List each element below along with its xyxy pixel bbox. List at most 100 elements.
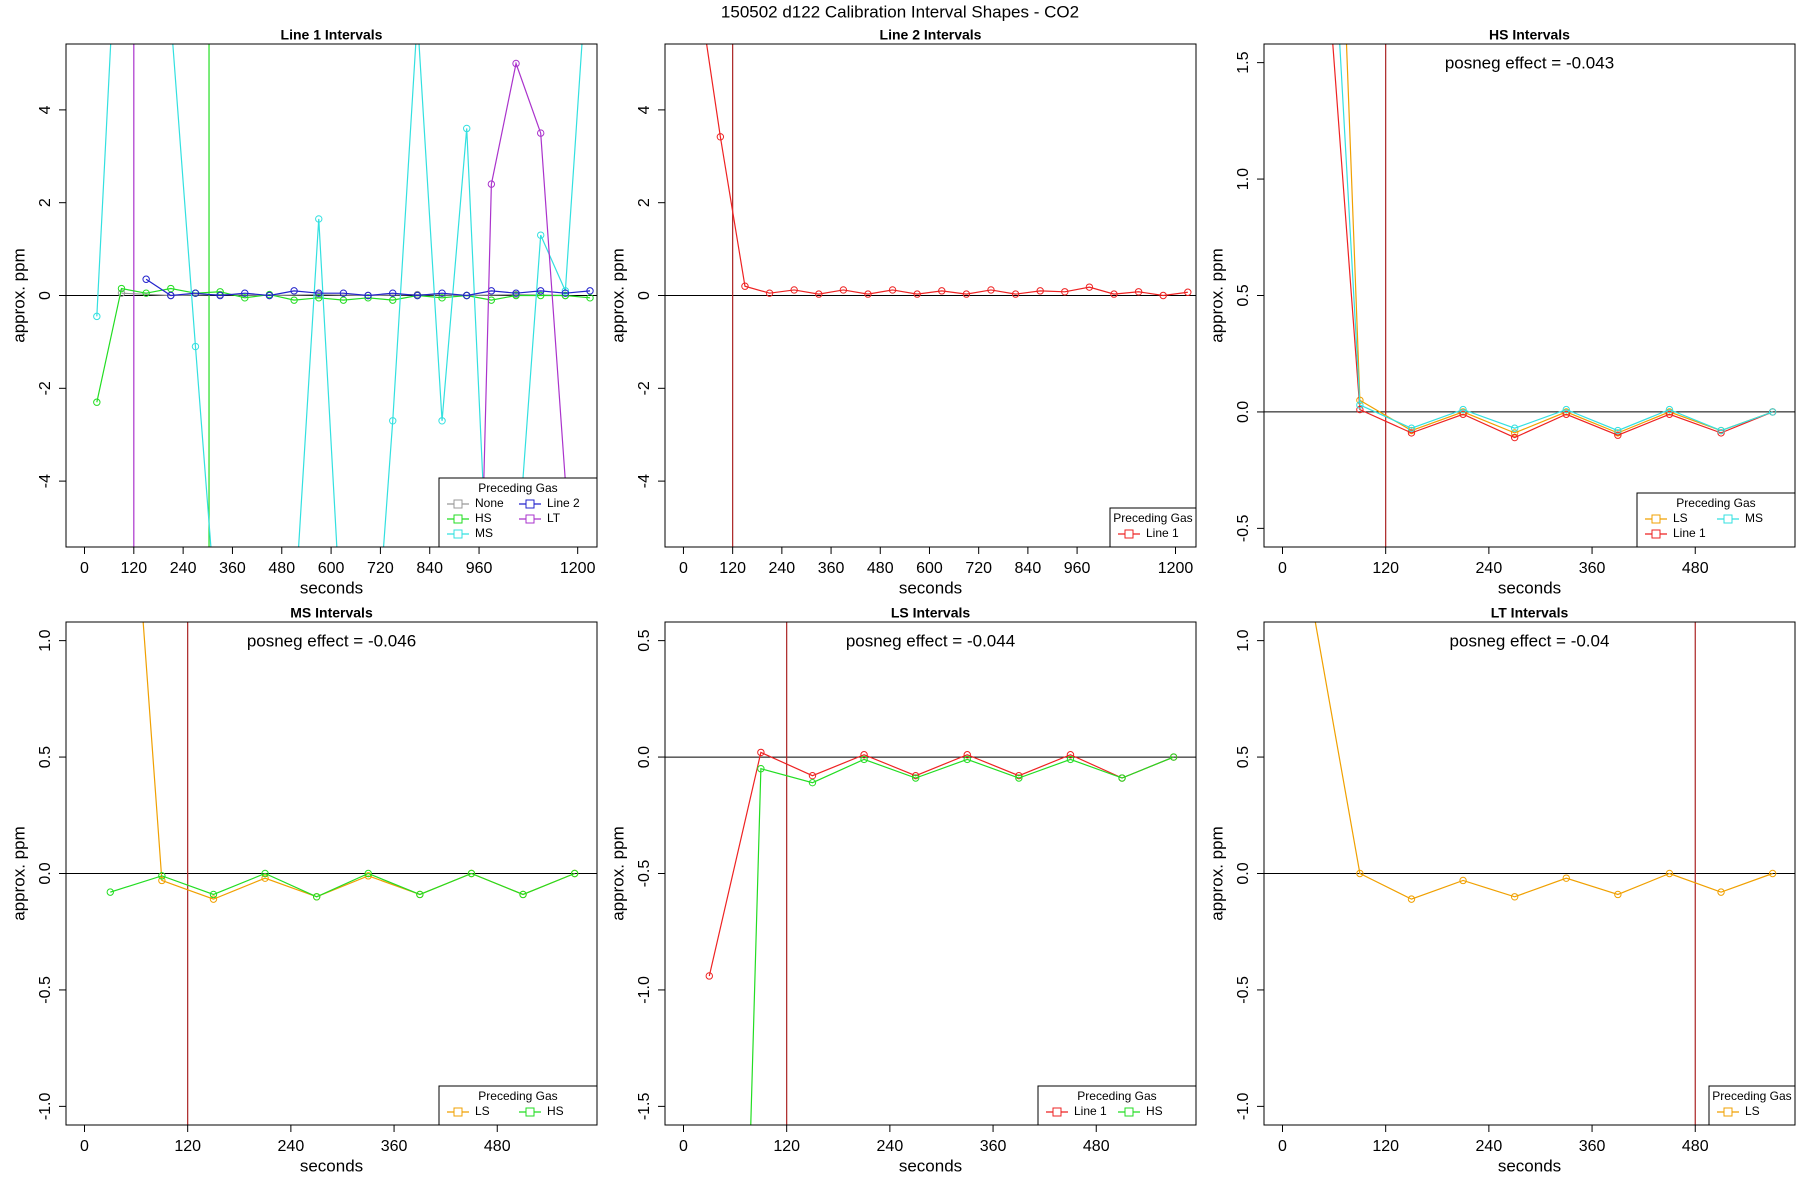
data-point: [463, 124, 471, 133]
data-point: [1665, 408, 1674, 416]
data-point: [705, 972, 713, 980]
panel-title: Line 2 Intervals: [880, 27, 982, 43]
data-point: [265, 291, 274, 300]
series-line: [145, 278, 591, 297]
y-tick-label: -1.0: [636, 976, 653, 1004]
x-axis-label: seconds: [300, 1156, 363, 1175]
x-tick-label: 0: [80, 1138, 89, 1155]
plot-area: [66, 44, 597, 547]
y-tick-label: 1.0: [37, 629, 54, 651]
data-point: [261, 874, 269, 882]
data-point: [290, 296, 298, 304]
data-point: [1459, 410, 1467, 418]
panel-title: Line 1 Intervals: [281, 27, 383, 43]
plot-area: [1264, 622, 1795, 1125]
y-tick-label: 0.5: [636, 629, 653, 651]
legend-title: Preceding Gas: [1113, 511, 1192, 525]
legend-label: Line 2: [547, 496, 580, 510]
data-point: [467, 869, 476, 878]
data-point: [1407, 429, 1416, 437]
data-point: [913, 290, 921, 298]
x-tick-label: 240: [877, 1138, 904, 1155]
x-tick-label: 1200: [560, 560, 596, 577]
data-point: [757, 748, 765, 757]
data-point: [1665, 405, 1674, 414]
data-point: [241, 289, 249, 297]
series-line: [121, 292, 566, 297]
data-point: [1459, 405, 1467, 414]
legend-marker: [1651, 514, 1661, 524]
data-point: [1407, 426, 1416, 435]
data-point: [1717, 429, 1725, 437]
y-axis-label: approx. ppm: [1207, 248, 1226, 343]
legend-marker: [1723, 1107, 1733, 1117]
data-point: [808, 778, 817, 787]
data-point: [389, 296, 397, 304]
data-point: [1510, 429, 1519, 437]
data-point: [167, 291, 175, 300]
panel-title: LS Intervals: [891, 605, 971, 621]
data-point: [93, 398, 101, 406]
data-point: [561, 291, 570, 300]
x-axis-label: seconds: [899, 578, 962, 597]
series-line: [1332, 44, 1773, 439]
plot-frame: [1263, 621, 1796, 1126]
plot-frame: [65, 621, 598, 1126]
data-point: [1510, 424, 1519, 432]
data-point: [1717, 426, 1725, 435]
series-line: [708, 751, 1174, 977]
data-point: [911, 774, 920, 782]
legend-title: Preceding Gas: [478, 1089, 557, 1103]
data-point: [864, 290, 872, 298]
data-point: [1562, 410, 1570, 418]
y-tick-label: 2: [37, 198, 54, 207]
data-point: [312, 893, 321, 901]
data-point: [315, 289, 323, 297]
y-tick-label: 0.0: [636, 746, 653, 768]
y-tick-label: -1.5: [636, 1092, 653, 1120]
data-point: [389, 289, 397, 297]
data-point: [860, 751, 868, 759]
legend-marker: [453, 529, 463, 539]
data-point: [290, 287, 298, 295]
plot-frame: [65, 43, 598, 548]
legend-label: Line 1: [1074, 1104, 1107, 1118]
data-point: [1159, 291, 1167, 300]
x-tick-label: 600: [318, 560, 345, 577]
x-tick-label: 360: [1579, 1138, 1606, 1155]
x-tick-label: 0: [679, 560, 688, 577]
y-tick-label: 0.0: [1235, 401, 1252, 423]
x-tick-label: 120: [1372, 560, 1399, 577]
x-tick-label: 480: [484, 1138, 511, 1155]
y-tick-label: 1.0: [1235, 168, 1252, 190]
x-tick-label: 960: [466, 560, 493, 577]
x-tick-label: 0: [1278, 560, 1287, 577]
y-tick-label: -1.0: [37, 1092, 54, 1120]
data-point: [191, 342, 200, 351]
data-point: [191, 289, 200, 297]
x-tick-label: 480: [867, 560, 894, 577]
y-tick-label: 0.5: [1235, 746, 1252, 768]
y-tick-label: 2: [636, 198, 653, 207]
data-point: [1356, 869, 1364, 878]
legend-marker: [525, 1107, 535, 1117]
data-point: [757, 765, 765, 773]
data-point: [1665, 869, 1674, 878]
data-point: [536, 231, 545, 239]
data-point: [216, 291, 224, 300]
annotation: posneg effect = -0.046: [247, 631, 416, 650]
y-axis-label: approx. ppm: [9, 248, 28, 343]
y-tick-label: 1.0: [1235, 629, 1252, 651]
panel-title: HS Intervals: [1489, 27, 1570, 43]
plot-frame: [664, 621, 1197, 1126]
annotation: posneg effect = -0.04: [1450, 631, 1610, 650]
series-line: [1345, 44, 1773, 434]
x-tick-label: 360: [818, 560, 845, 577]
data-point: [142, 289, 150, 297]
x-tick-label: 360: [381, 1138, 408, 1155]
legend-title: Preceding Gas: [1676, 496, 1755, 510]
data-point: [1614, 890, 1622, 899]
